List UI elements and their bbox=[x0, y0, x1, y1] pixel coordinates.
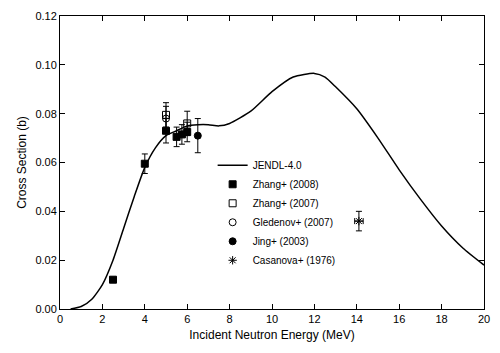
svg-text:0.08: 0.08 bbox=[35, 108, 56, 120]
svg-text:0: 0 bbox=[57, 313, 63, 325]
svg-text:20: 20 bbox=[478, 313, 490, 325]
svg-text:Cross Section (b): Cross Section (b) bbox=[15, 116, 29, 209]
svg-text:2: 2 bbox=[99, 313, 105, 325]
svg-text:18: 18 bbox=[435, 313, 447, 325]
svg-text:0.00: 0.00 bbox=[35, 303, 56, 315]
svg-text:Gledenov+ (2007): Gledenov+ (2007) bbox=[253, 217, 333, 228]
svg-text:Casanova+ (1976): Casanova+ (1976) bbox=[253, 255, 336, 266]
svg-text:6: 6 bbox=[184, 313, 190, 325]
svg-text:Zhang+ (2007): Zhang+ (2007) bbox=[253, 198, 319, 209]
svg-text:8: 8 bbox=[227, 313, 233, 325]
svg-text:0.04: 0.04 bbox=[35, 205, 56, 217]
svg-text:0.10: 0.10 bbox=[35, 59, 56, 71]
svg-text:12: 12 bbox=[308, 313, 320, 325]
svg-text:4: 4 bbox=[142, 313, 148, 325]
svg-text:0.02: 0.02 bbox=[35, 254, 56, 266]
svg-text:JENDL-4.0: JENDL-4.0 bbox=[253, 160, 302, 171]
svg-text:0.06: 0.06 bbox=[35, 156, 56, 168]
svg-text:Zhang+ (2008): Zhang+ (2008) bbox=[253, 179, 319, 190]
svg-text:14: 14 bbox=[351, 313, 363, 325]
svg-text:10: 10 bbox=[266, 313, 278, 325]
svg-text:0.12: 0.12 bbox=[35, 10, 56, 22]
svg-text:16: 16 bbox=[393, 313, 405, 325]
svg-text:Incident Neutron Energy (MeV): Incident Neutron Energy (MeV) bbox=[189, 328, 354, 342]
svg-text:Jing+ (2003): Jing+ (2003) bbox=[253, 236, 309, 247]
